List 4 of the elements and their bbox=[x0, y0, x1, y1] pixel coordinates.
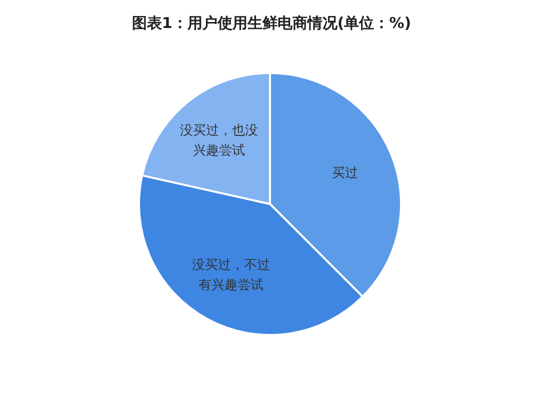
slice-label: 没买过，也没兴趣尝试 bbox=[180, 124, 258, 159]
slice-label: 没买过，不过有兴趣尝试 bbox=[192, 258, 270, 294]
chart-title: 图表1：用户使用生鲜电商情况(单位：%) bbox=[132, 14, 412, 32]
slice-label: 买过 bbox=[332, 166, 358, 181]
